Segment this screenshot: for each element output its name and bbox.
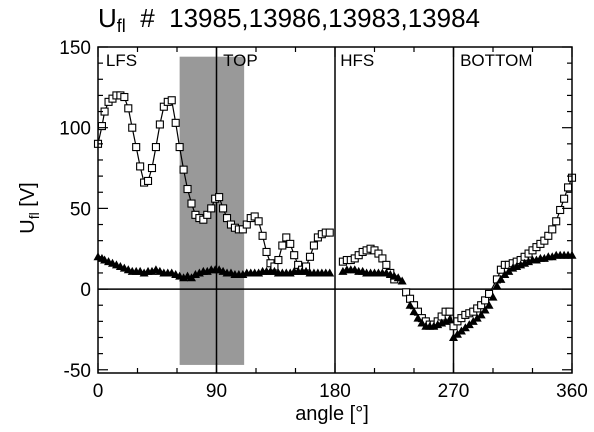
data-point [155,120,164,129]
y-tick-label: 0 [80,280,91,301]
ylabel-sub: fl [26,212,42,219]
data-point [219,204,228,213]
data-point [556,205,565,215]
data-point [445,315,455,324]
region-label: LFS [106,51,137,70]
title-main: U [98,3,117,33]
data-point [405,300,415,309]
data-point [207,204,216,213]
data-point [480,305,490,314]
data-point [393,273,403,282]
data-point [409,307,419,316]
data-point [488,292,498,301]
data-point [274,255,283,265]
data-point [278,241,287,250]
data-point [476,310,486,319]
data-point [560,194,569,203]
data-point [397,276,407,285]
data-point [325,228,334,237]
ylabel-main: U [17,219,39,233]
data-point [286,239,295,248]
plot-area [93,47,577,373]
data-point [309,241,318,250]
data-point [552,217,561,226]
data-point [128,123,137,132]
x-axis-label: angle [°] [295,403,369,425]
x-tick-label: 90 [206,381,227,402]
data-point [445,307,454,316]
y-tick-label: 150 [59,38,91,59]
region-label: HFS [340,51,374,70]
data-point [325,268,335,277]
data-point [563,183,573,192]
data-point [215,193,224,202]
data-point [120,92,129,102]
data-point [548,225,557,234]
x-tick-label: 270 [438,381,470,402]
ylabel-rest: [V] [17,182,39,212]
data-point [179,165,188,174]
x-tick-label: 180 [319,381,351,402]
data-point [132,143,141,152]
data-point [171,118,180,127]
title-rest: # 13985,13986,13983,13984 [126,3,480,33]
x-tick-label: 360 [556,381,588,402]
data-point [492,281,502,290]
data-point [183,184,192,194]
data-point [151,143,160,152]
chart-title: Ufl # 13985,13986,13983,13984 [98,3,480,36]
title-sub: fl [117,16,126,36]
data-point [175,143,184,152]
data-point [496,274,506,283]
data-point [258,231,267,240]
data-point [124,104,133,113]
data-point [262,247,271,257]
data-point [382,260,391,269]
region-label: BOTTOM [460,51,532,70]
data-point [187,199,196,208]
data-point [417,318,427,327]
data-point [136,162,145,171]
series-2 [93,250,577,341]
axes [97,46,573,374]
data-point [484,300,494,309]
data-point [290,251,299,260]
region-label: TOP [223,51,258,70]
y-tick-label: 50 [70,199,91,220]
data-point [147,163,157,173]
data-point [167,96,176,105]
data-point [413,313,423,322]
y-tick-label: -50 [64,361,91,382]
data-point [254,217,263,226]
y-axis-label: Ufl [V] [17,182,42,233]
x-tick-label: 0 [93,381,104,402]
data-point [305,252,315,261]
data-point [143,176,153,186]
data-point [97,122,106,131]
y-tick-label: 100 [59,119,91,140]
